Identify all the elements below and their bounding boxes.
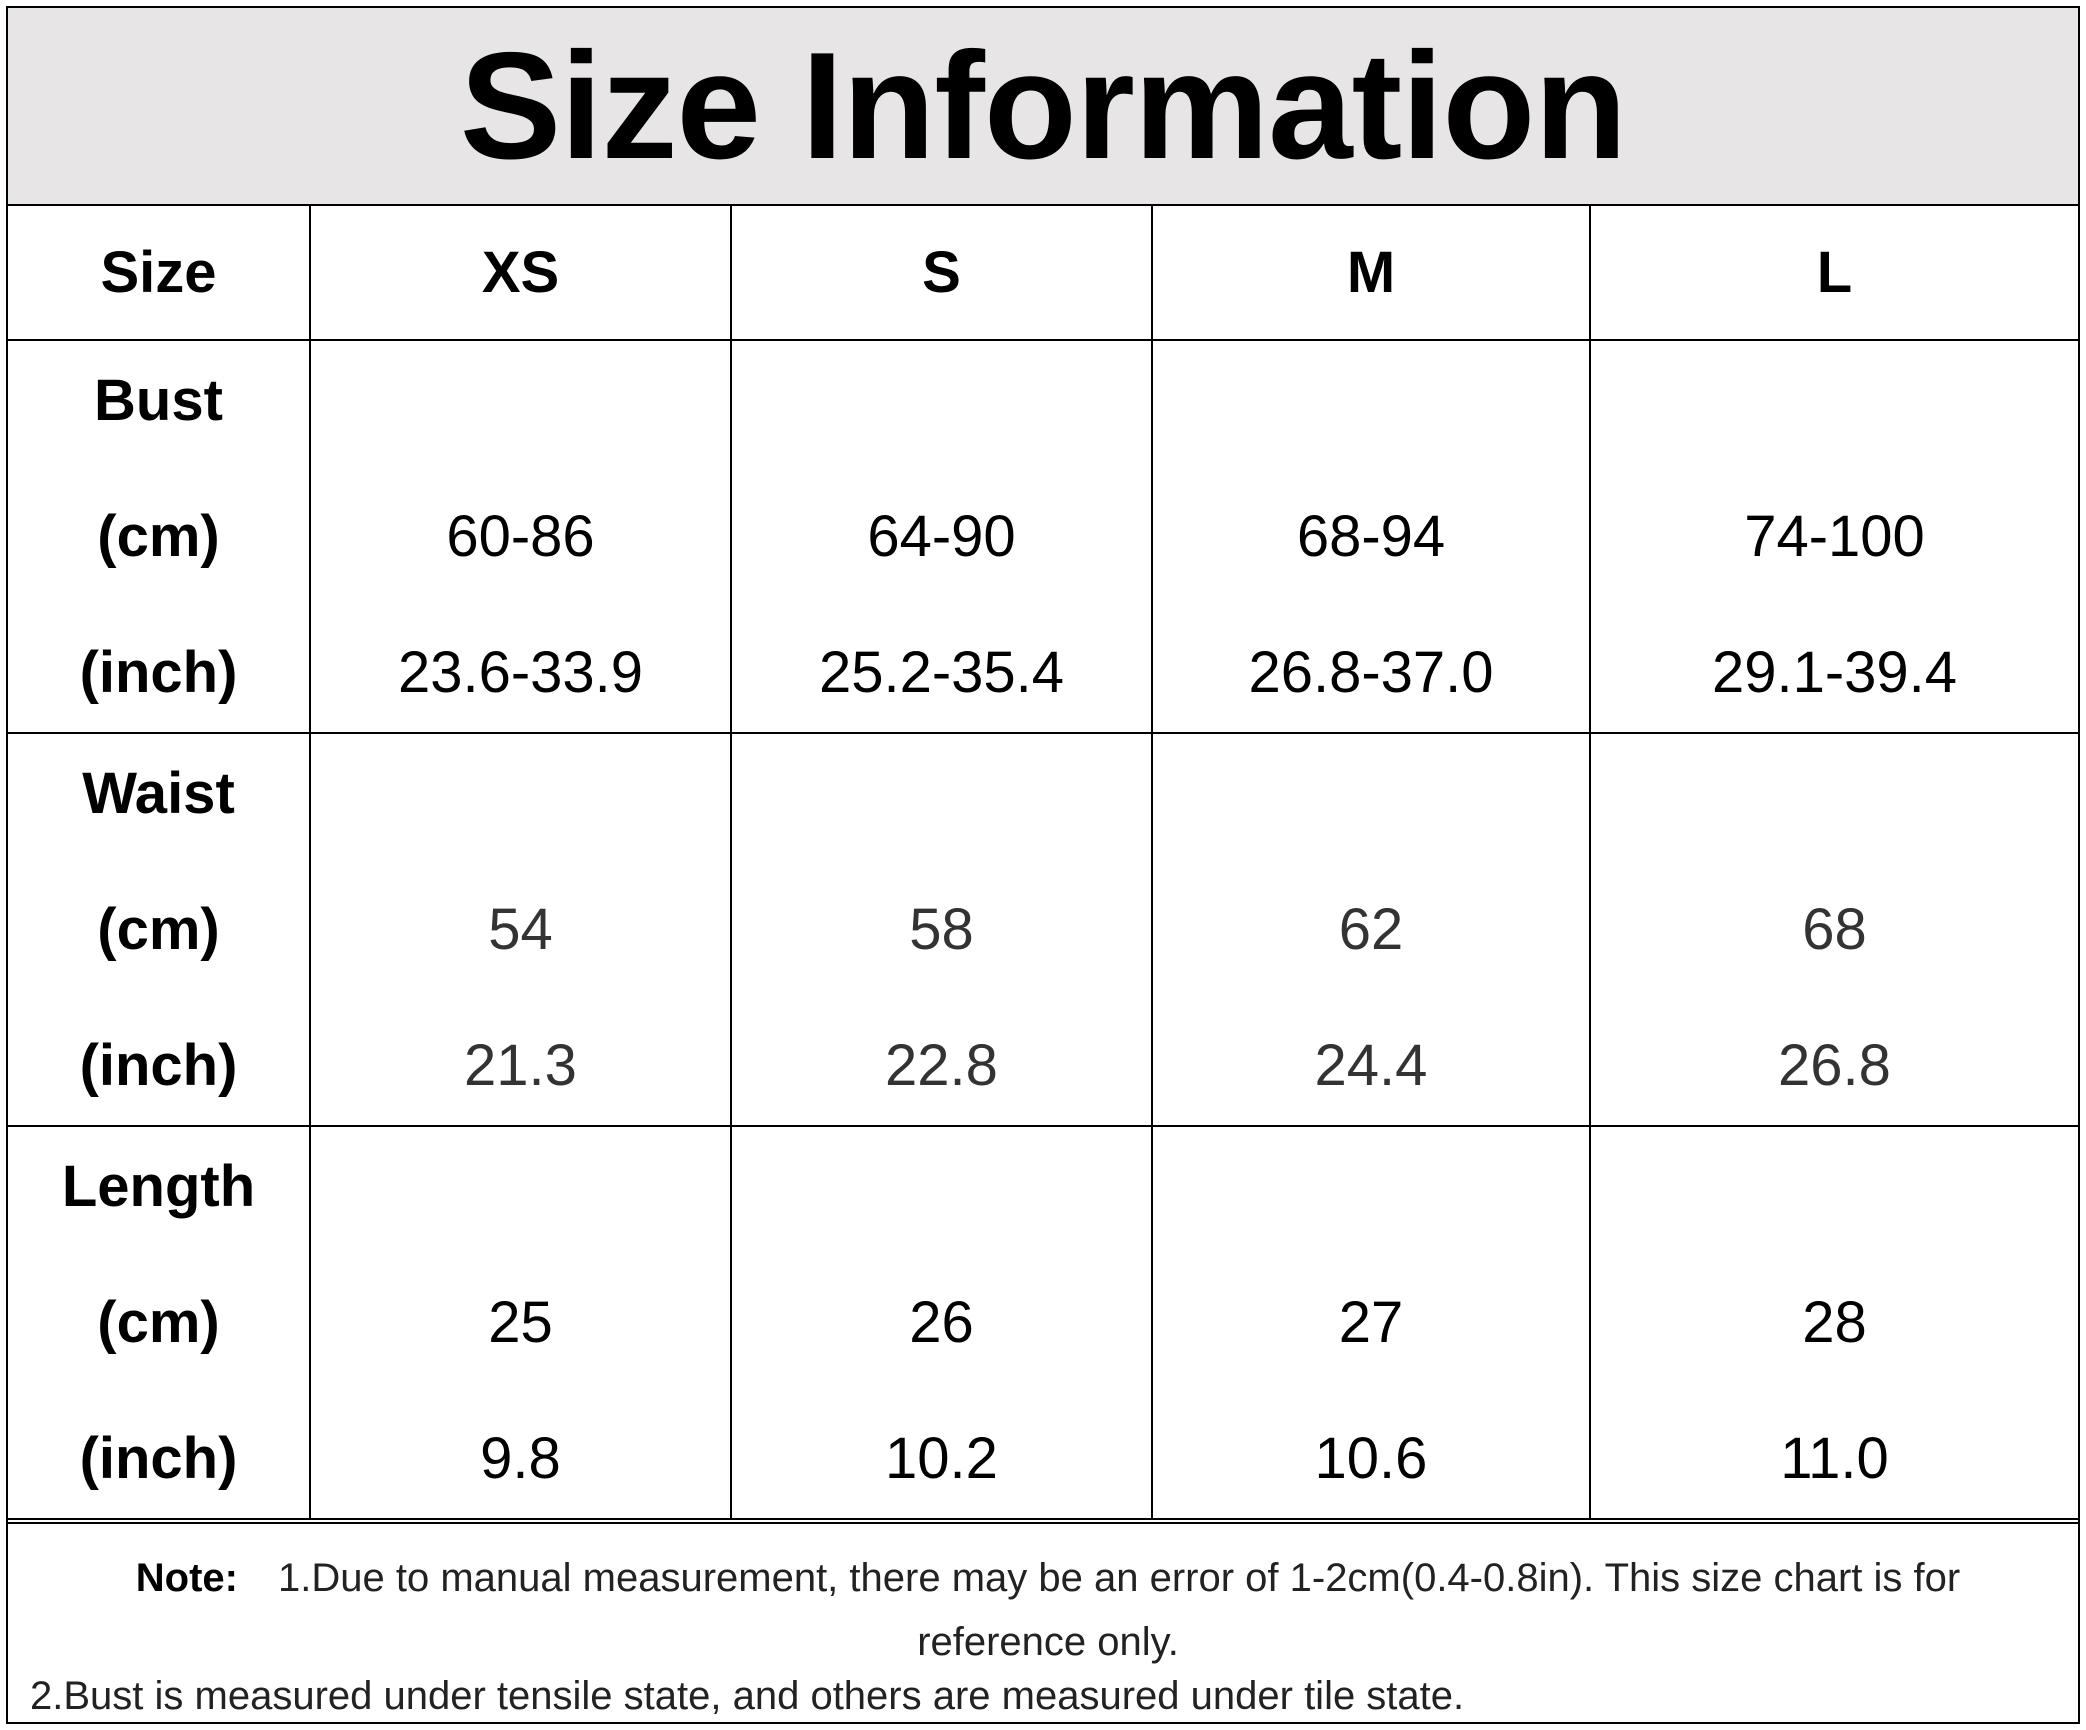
cm-value: 25: [488, 1289, 553, 1355]
measurement-name: Waist: [82, 760, 235, 826]
value-cell-l: 06826.8: [1589, 732, 2078, 1127]
cm-value: 60-86: [446, 503, 595, 569]
cm-value: 68: [1802, 896, 1867, 962]
table-header-row: Size XS S M L: [8, 206, 2078, 341]
note-text-1: 1.Due to manual measurement, there may b…: [278, 1556, 1961, 1664]
measurement-name: Length: [61, 1153, 256, 1219]
inch-value: 24.4: [1314, 1032, 1428, 1098]
inch-value: 29.1-39.4: [1711, 639, 1958, 705]
cm-value: 28: [1802, 1289, 1867, 1355]
note-line-1: Note: 1.Due to manual measurement, there …: [48, 1546, 2048, 1674]
inch-value: 10.6: [1314, 1425, 1428, 1491]
inch-value: 22.8: [885, 1032, 998, 1098]
cm-value: 26: [909, 1289, 974, 1355]
page-title: Size Information: [459, 21, 1627, 191]
unit-inch-label: (inch): [79, 1425, 238, 1491]
cm-value: 62: [1338, 896, 1404, 962]
value-cell-s: 02610.2: [730, 1125, 1153, 1520]
cm-value: 27: [1338, 1289, 1404, 1355]
measurement-name: Bust: [94, 367, 223, 433]
cm-value: 54: [488, 896, 553, 962]
value-cell-m: 06224.4: [1151, 732, 1591, 1127]
inch-value: 23.6-33.9: [397, 639, 644, 705]
size-header-s: S: [730, 206, 1153, 341]
size-table: Size XS S M L Bust (cm) (inch) 060-8623.…: [8, 206, 2078, 1520]
note-line-2: 2.Bust is measured under tensile state, …: [30, 1674, 1465, 1718]
unit-inch-label: (inch): [79, 639, 238, 705]
cm-value: 58: [909, 896, 974, 962]
value-cell-xs: 0259.8: [309, 1125, 732, 1520]
notes-section: Note: 1.Due to manual measurement, there …: [8, 1522, 2078, 1722]
inch-value: 26.8-37.0: [1248, 639, 1494, 705]
size-header-label: Size: [8, 206, 311, 341]
unit-cm-label: (cm): [97, 1289, 220, 1355]
row-label-cell: Waist (cm) (inch): [8, 732, 311, 1127]
inch-value: 10.2: [885, 1425, 998, 1491]
value-cell-m: 02710.6: [1151, 1125, 1591, 1520]
note-label: Note:: [135, 1556, 238, 1600]
inch-value: 11.0: [1780, 1425, 1889, 1491]
cm-value: 68-94: [1296, 503, 1446, 569]
table-row-waist: Waist (cm) (inch) 05421.3 05822.8 06224.…: [8, 732, 2078, 1127]
cm-value: 74-100: [1744, 503, 1925, 569]
size-header-xs: XS: [309, 206, 732, 341]
size-chart: Size Information Size XS S M L Bust (cm)…: [6, 6, 2080, 1724]
size-header-m: M: [1151, 206, 1591, 341]
inch-value: 25.2-35.4: [818, 639, 1065, 705]
inch-value: 21.3: [464, 1032, 577, 1098]
size-header-l: L: [1589, 206, 2078, 341]
unit-inch-label: (inch): [79, 1032, 238, 1098]
inch-value: 26.8: [1778, 1032, 1891, 1098]
unit-cm-label: (cm): [97, 896, 220, 962]
value-cell-s: 05822.8: [730, 732, 1153, 1127]
inch-value: 9.8: [480, 1425, 561, 1491]
row-label-cell: Bust (cm) (inch): [8, 339, 311, 734]
unit-cm-label: (cm): [97, 503, 220, 569]
row-label-cell: Length (cm) (inch): [8, 1125, 311, 1520]
value-cell-l: 02811.0: [1589, 1125, 2078, 1520]
value-cell-xs: 05421.3: [309, 732, 732, 1127]
title-banner: Size Information: [8, 8, 2078, 206]
cm-value: 64-90: [867, 503, 1016, 569]
table-row-length: Length (cm) (inch) 0259.8 02610.2 02710.…: [8, 1125, 2078, 1520]
